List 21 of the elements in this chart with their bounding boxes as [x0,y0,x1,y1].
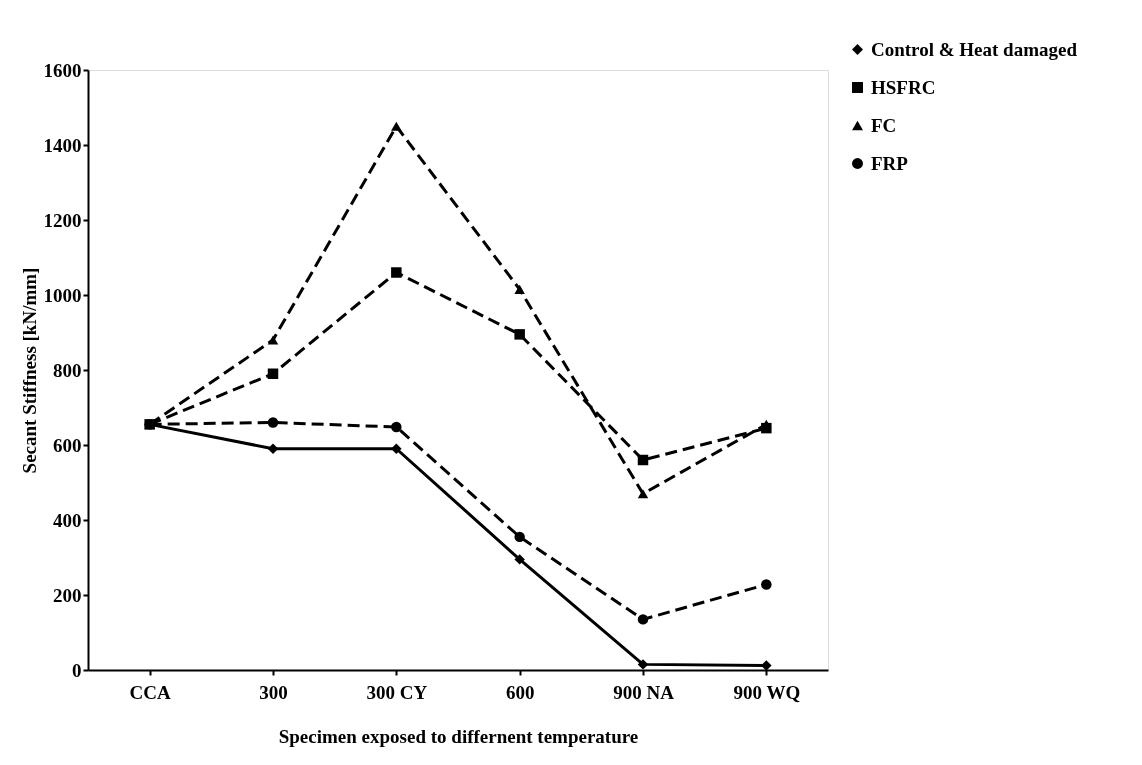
x-tick-label: 900 WQ [733,681,801,703]
y-tick-label: 400 [53,509,82,531]
y-tick-label: 1200 [43,209,82,231]
x-tick-label: CCA [129,681,172,703]
x-axis-title: Specimen exposed to differnent temperature [278,725,639,747]
y-tick-label: 600 [53,434,82,456]
y-tick-label: 200 [53,584,82,606]
y-tick-label: 1000 [43,284,82,306]
y-tick-label: 1600 [43,59,82,81]
x-tick-label: 300 [259,681,288,703]
x-tick-label: 600 [505,681,535,703]
x-tick-label: 300 CY [366,681,428,703]
x-tick-label: 900 NA [613,681,675,703]
y-axis-title: Secant Stiffness [kN/mm] [18,267,40,474]
legend-label: FRP [871,152,909,174]
legend-label: Control & Heat damaged [871,38,1078,60]
legend-label: HSFRC [871,76,936,98]
legend-label: FC [871,114,897,136]
y-tick-label: 800 [53,359,82,381]
y-tick-label: 1400 [43,134,82,156]
y-tick-label: 0 [72,659,82,681]
